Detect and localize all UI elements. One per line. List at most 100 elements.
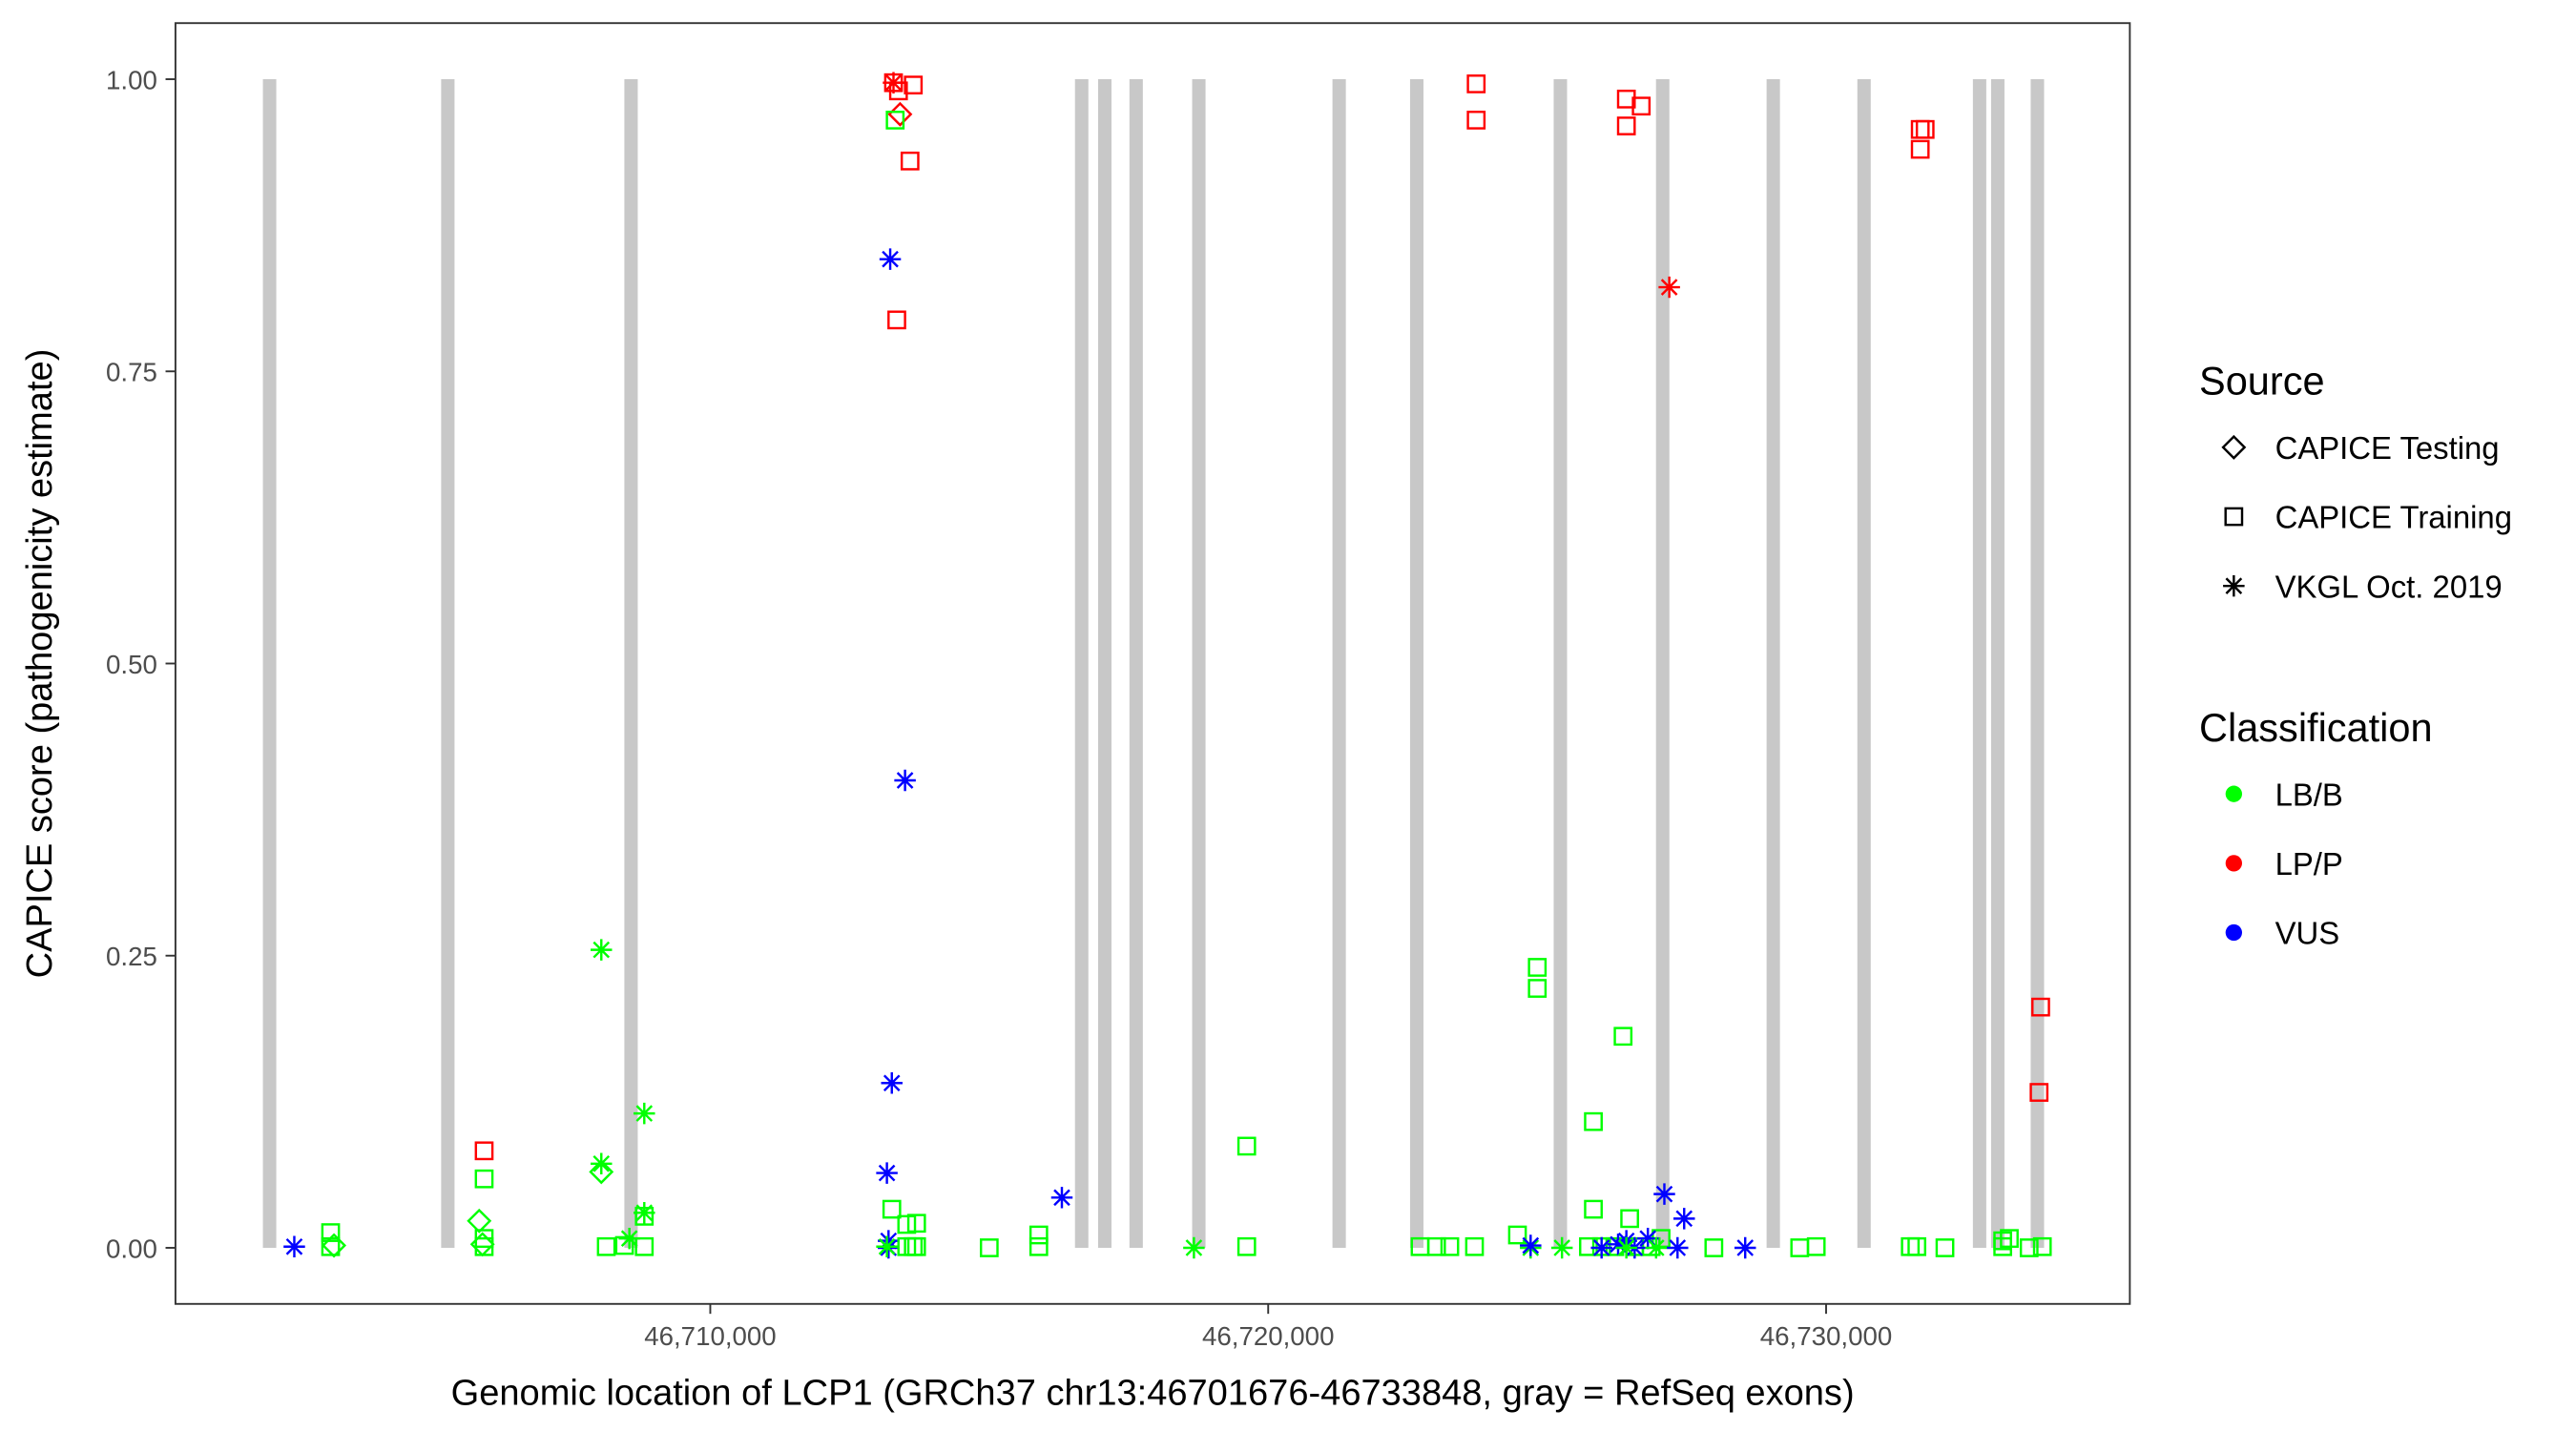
legend-source-label: VKGL Oct. 2019 [2275, 569, 2503, 604]
data-point [1935, 1238, 1955, 1257]
asterisk-marker [283, 1235, 305, 1258]
square-marker [1806, 1236, 1826, 1256]
legend-color-dot-icon [2225, 923, 2242, 942]
exon-bar [1192, 79, 1206, 1248]
data-point [882, 1199, 902, 1219]
data-point [283, 1235, 305, 1258]
square-marker [321, 1223, 341, 1242]
data-point [1527, 979, 1548, 998]
square-marker [1993, 1236, 2013, 1256]
square-marker [1465, 1236, 1485, 1256]
legend-color-dot-icon [2225, 785, 2242, 802]
square-marker [1907, 1236, 1927, 1256]
data-point [1636, 1227, 1659, 1250]
square-marker [1584, 1111, 1603, 1131]
asterisk-marker [881, 1072, 903, 1094]
asterisk-marker [1672, 1208, 1695, 1230]
data-point [1028, 1225, 1049, 1245]
data-point [887, 101, 913, 127]
square-marker [1507, 1225, 1527, 1245]
square-marker [596, 1236, 616, 1256]
data-point [589, 1159, 614, 1185]
data-point [1915, 119, 1935, 139]
square-marker [979, 1238, 999, 1257]
data-point [467, 1208, 492, 1234]
exon-bar [1990, 79, 2005, 1248]
asterisk-marker [876, 1162, 898, 1184]
square-marker [1426, 1236, 1446, 1256]
legend-source-title: Source [2199, 358, 2325, 403]
data-point [885, 111, 905, 130]
data-point [1183, 1236, 1205, 1259]
square-marker [1631, 96, 1652, 116]
y-tick-label: 0.25 [106, 942, 157, 971]
square-marker [1440, 1236, 1460, 1256]
exon-bar [1332, 79, 1346, 1248]
square-marker [1605, 1236, 1625, 1256]
data-point [1579, 1236, 1598, 1256]
data-point [1910, 139, 1930, 159]
square-marker [1616, 89, 1636, 109]
x-axis: 46,710,000 46,720,000 46,730,000 [644, 1303, 1892, 1351]
y-tick-label: 0.00 [106, 1234, 157, 1263]
asterisk-marker [894, 769, 916, 792]
data-point [634, 1236, 654, 1256]
legend-classification-title: Classification [2199, 705, 2433, 750]
asterisk-marker [591, 939, 613, 961]
exon-bar [1553, 79, 1568, 1248]
asterisk-marker [1183, 1236, 1205, 1259]
square-marker [1579, 1236, 1598, 1256]
legend-classification-label: VUS [2275, 916, 2340, 951]
square-marker [1527, 979, 1548, 998]
asterisk-marker [1550, 1236, 1573, 1259]
data-point [1653, 1183, 1675, 1205]
square-marker [2224, 507, 2244, 527]
data-point [1616, 89, 1636, 109]
data-point [876, 1162, 898, 1184]
asterisk-marker [876, 1235, 898, 1258]
exon-bar [1655, 79, 1670, 1248]
y-tick-label: 0.75 [106, 358, 157, 387]
square-marker [897, 1214, 917, 1234]
data-point [1993, 1236, 2013, 1256]
square-marker [2031, 997, 2050, 1017]
data-point [2032, 1236, 2052, 1256]
exon-bar [1129, 79, 1143, 1248]
legend-classification-label: LB/B [2275, 777, 2343, 812]
data-point [887, 310, 906, 330]
square-marker [614, 1235, 634, 1255]
data-point [904, 75, 924, 95]
data-point [1440, 1236, 1460, 1256]
exon-bar [262, 79, 277, 1248]
data-point [1050, 1187, 1073, 1209]
data-point [1590, 1236, 1612, 1259]
legend-source-items: CAPICE Testing CAPICE Training VKGL Oct. 2… [2221, 430, 2512, 604]
data-point [2031, 997, 2050, 1017]
data-point [1466, 74, 1486, 93]
square-marker [885, 111, 905, 130]
data-point [2029, 1083, 2049, 1102]
data-point [469, 1232, 495, 1257]
data-point [1426, 1236, 1446, 1256]
data-point [1584, 1111, 1603, 1131]
square-marker [1910, 139, 1930, 159]
x-tick-label: 46,710,000 [644, 1321, 777, 1351]
exon-bar [1766, 79, 1780, 1248]
data-point [1507, 1225, 1527, 1245]
diamond-marker [887, 101, 913, 127]
diamond-marker [467, 1208, 492, 1234]
diamond-marker [469, 1232, 495, 1257]
data-point [1806, 1236, 1826, 1256]
data-point [596, 1236, 616, 1256]
data-point [1734, 1236, 1756, 1259]
data-point [876, 1235, 898, 1258]
y-axis-title: CAPICE score (pathogenicity estimate) [20, 349, 60, 979]
data-point [1616, 116, 1636, 135]
square-marker [904, 75, 924, 95]
data-point [906, 1236, 926, 1256]
square-marker [1616, 116, 1636, 135]
legend-square-icon [2224, 507, 2244, 527]
square-marker [1584, 1199, 1603, 1219]
asterisk-marker [1658, 276, 1680, 299]
